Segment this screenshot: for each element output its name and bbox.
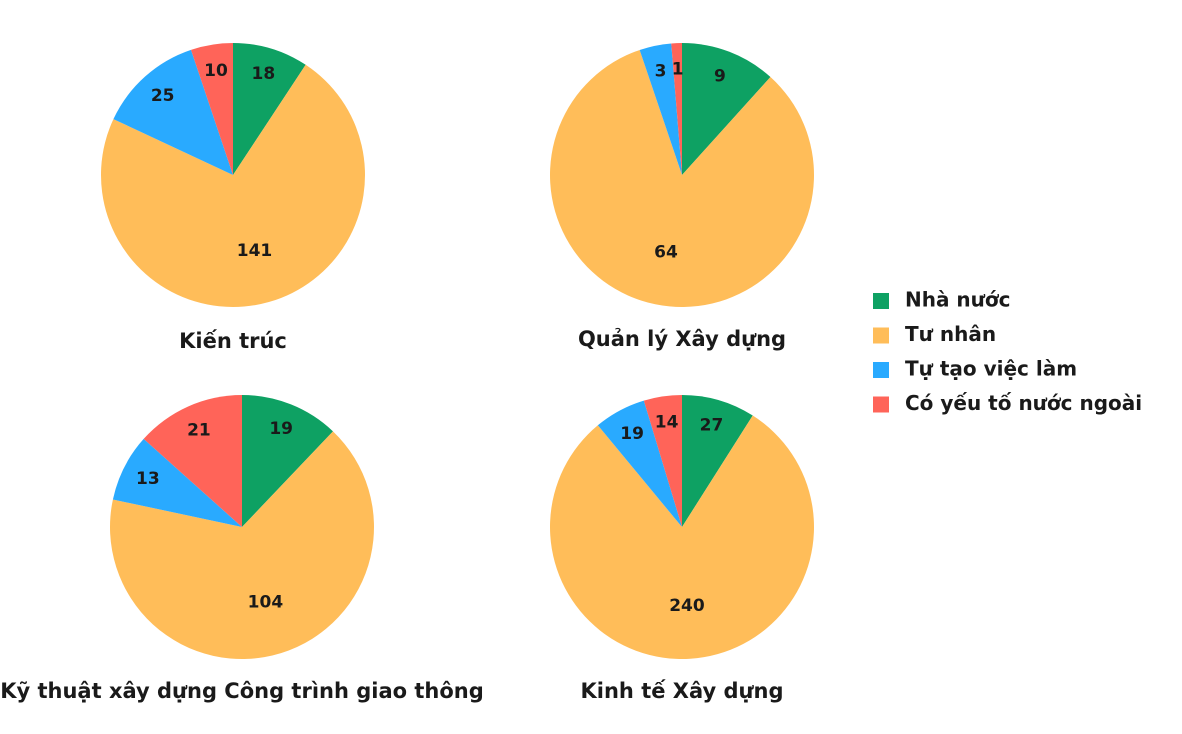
- value-label: 13: [136, 469, 160, 489]
- value-label: 18: [252, 64, 276, 84]
- pie-slice: [682, 395, 753, 527]
- legend-swatch: [873, 396, 889, 413]
- value-label: 10: [204, 61, 228, 81]
- pie-slice: [110, 431, 375, 659]
- pie-slice: [671, 43, 682, 175]
- value-label: 27: [700, 416, 724, 436]
- chart-title: Quản lý Xây dựng: [578, 327, 786, 351]
- value-label: 19: [620, 424, 644, 444]
- value-label: 240: [669, 596, 705, 616]
- chart-title: Kinh tế Xây dựng: [581, 679, 784, 703]
- value-label: 141: [237, 241, 273, 261]
- pie-slice: [550, 49, 814, 307]
- pie-slice: [682, 43, 771, 175]
- value-label: 1: [672, 59, 684, 79]
- legend-label: Tư nhân: [905, 322, 996, 346]
- legend-swatch: [873, 293, 889, 309]
- legend-swatch: [873, 362, 889, 378]
- value-label: 3: [655, 62, 667, 82]
- pie-slice: [597, 400, 682, 527]
- pie-slice: [639, 43, 682, 175]
- value-label: 21: [187, 421, 211, 441]
- chart-title: Kỹ thuật xây dựng Công trình giao thông: [0, 679, 484, 703]
- legend-label: Có yếu tố nước ngoài: [905, 391, 1142, 415]
- value-label: 14: [655, 413, 679, 433]
- legend-label: Nhà nước: [905, 288, 1011, 312]
- pie-slice: [643, 395, 682, 527]
- value-label: 104: [248, 593, 284, 613]
- pie-slice: [233, 43, 306, 175]
- chart-title: Kiến trúc: [179, 329, 287, 353]
- pie-slice: [143, 395, 242, 527]
- pie-slice: [101, 64, 365, 307]
- value-label: 9: [714, 66, 726, 86]
- value-label: 19: [269, 419, 293, 439]
- pie-slice: [113, 49, 233, 175]
- legend-swatch: [873, 327, 889, 344]
- pie-slice: [112, 438, 242, 527]
- pie-slice: [190, 43, 233, 175]
- value-label: 25: [151, 86, 175, 106]
- legend-label: Tự tạo việc làm: [905, 357, 1077, 381]
- pie-slice: [550, 415, 815, 659]
- value-label: 64: [654, 243, 678, 263]
- pie-slice: [242, 395, 333, 527]
